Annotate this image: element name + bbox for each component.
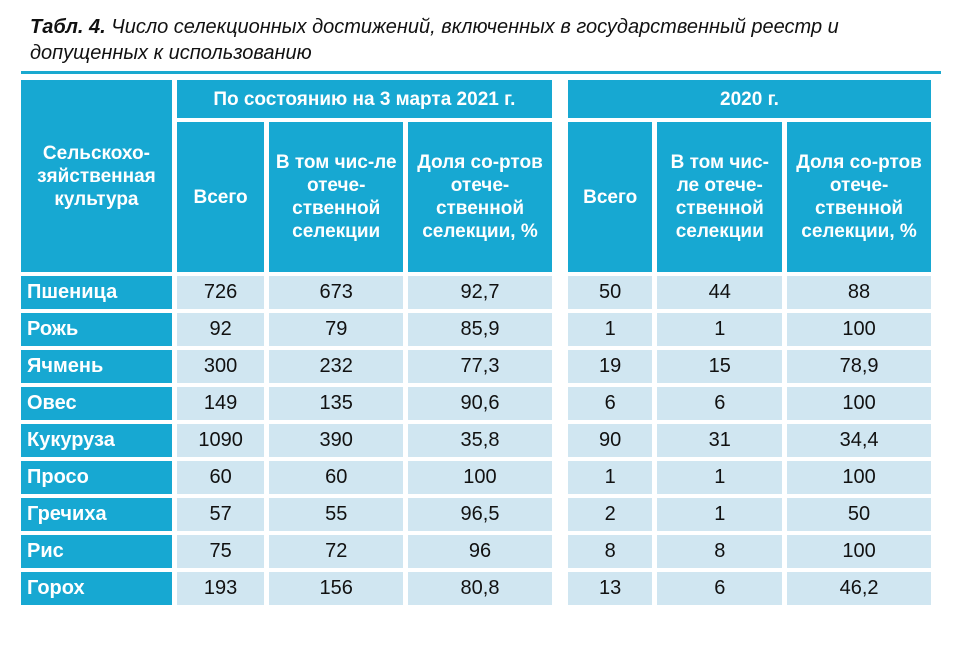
cell-domestic-2020: 1 bbox=[657, 313, 783, 346]
cell-total: 193 bbox=[176, 572, 265, 605]
cell-gap bbox=[556, 572, 563, 605]
header-share-2020: Доля со-ртов отече-ственной селекции, % bbox=[787, 122, 931, 272]
table-row: Горох 193 156 80,8 13 6 46,2 bbox=[21, 572, 931, 605]
cell-domestic: 390 bbox=[269, 424, 404, 457]
cell-share-2020: 88 bbox=[787, 276, 931, 309]
table-row: Рожь 92 79 85,9 1 1 100 bbox=[21, 313, 931, 346]
cell-total: 726 bbox=[176, 276, 265, 309]
header-share: Доля со-ртов отече-ственной селекции, % bbox=[408, 122, 552, 272]
cell-domestic: 135 bbox=[269, 387, 404, 420]
cell-domestic-2020: 15 bbox=[657, 350, 783, 383]
cell-gap bbox=[556, 276, 563, 309]
cell-share: 96 bbox=[408, 535, 552, 568]
caption-label: Табл. 4. bbox=[30, 16, 106, 38]
crop-name: Пшеница bbox=[21, 276, 172, 309]
cell-domestic-2020: 44 bbox=[657, 276, 783, 309]
cell-gap bbox=[556, 387, 563, 420]
cell-domestic-2020: 31 bbox=[657, 424, 783, 457]
caption-text: Число селекционных достижений, включенны… bbox=[30, 16, 839, 64]
cell-domestic: 232 bbox=[269, 350, 404, 383]
cell-share-2020: 78,9 bbox=[787, 350, 931, 383]
table-row: Овес 149 135 90,6 6 6 100 bbox=[21, 387, 931, 420]
cell-gap bbox=[556, 313, 563, 346]
header-total: Всего bbox=[176, 122, 265, 272]
header-domestic-2020: В том чис-ле отече-ственной селекции bbox=[657, 122, 783, 272]
cell-total: 92 bbox=[176, 313, 265, 346]
cell-total-2020: 2 bbox=[567, 498, 653, 531]
cell-domestic: 72 bbox=[269, 535, 404, 568]
header-domestic: В том чис-ле отече-ственной селекции bbox=[269, 122, 404, 272]
cell-share: 77,3 bbox=[408, 350, 552, 383]
data-table: Сельскохо-зяйственная культура По состоя… bbox=[16, 76, 936, 609]
cell-share: 80,8 bbox=[408, 572, 552, 605]
cell-total: 57 bbox=[176, 498, 265, 531]
cell-total-2020: 1 bbox=[567, 461, 653, 494]
crop-name: Рожь bbox=[21, 313, 172, 346]
cell-share: 35,8 bbox=[408, 424, 552, 457]
cell-domestic: 79 bbox=[269, 313, 404, 346]
table-row: Просо 60 60 100 1 1 100 bbox=[21, 461, 931, 494]
crop-name: Кукуруза bbox=[21, 424, 172, 457]
cell-total-2020: 90 bbox=[567, 424, 653, 457]
cell-domestic: 156 bbox=[269, 572, 404, 605]
table-row: Гречиха 57 55 96,5 2 1 50 bbox=[21, 498, 931, 531]
cell-total-2020: 19 bbox=[567, 350, 653, 383]
table-row: Пшеница 726 673 92,7 50 44 88 bbox=[21, 276, 931, 309]
caption-rule bbox=[21, 71, 941, 74]
cell-domestic-2020: 1 bbox=[657, 498, 783, 531]
crop-name: Рис bbox=[21, 535, 172, 568]
cell-gap bbox=[556, 424, 563, 457]
cell-total: 149 bbox=[176, 387, 265, 420]
table-row: Ячмень 300 232 77,3 19 15 78,9 bbox=[21, 350, 931, 383]
cell-share: 90,6 bbox=[408, 387, 552, 420]
cell-share: 85,9 bbox=[408, 313, 552, 346]
header-gap bbox=[556, 80, 563, 118]
crop-name: Просо bbox=[21, 461, 172, 494]
cell-domestic-2020: 6 bbox=[657, 387, 783, 420]
cell-domestic: 673 bbox=[269, 276, 404, 309]
cell-total: 75 bbox=[176, 535, 265, 568]
cell-gap bbox=[556, 461, 563, 494]
cell-gap bbox=[556, 498, 563, 531]
cell-share-2020: 100 bbox=[787, 461, 931, 494]
cell-share: 92,7 bbox=[408, 276, 552, 309]
table-row: Кукуруза 1090 390 35,8 90 31 34,4 bbox=[21, 424, 931, 457]
cell-gap bbox=[556, 350, 563, 383]
crop-name: Ячмень bbox=[21, 350, 172, 383]
table-row: Рис 75 72 96 8 8 100 bbox=[21, 535, 931, 568]
crop-name: Горох bbox=[21, 572, 172, 605]
cell-domestic-2020: 8 bbox=[657, 535, 783, 568]
cell-total: 60 bbox=[176, 461, 265, 494]
header-group-2021: По состоянию на 3 марта 2021 г. bbox=[176, 80, 552, 118]
cell-total: 1090 bbox=[176, 424, 265, 457]
cell-share-2020: 100 bbox=[787, 313, 931, 346]
cell-total-2020: 8 bbox=[567, 535, 653, 568]
cell-domestic-2020: 6 bbox=[657, 572, 783, 605]
header-total-2020: Всего bbox=[567, 122, 653, 272]
crop-name: Гречиха bbox=[21, 498, 172, 531]
table-caption: Табл. 4. Число селекционных достижений, … bbox=[30, 14, 950, 66]
crop-name: Овес bbox=[21, 387, 172, 420]
cell-share-2020: 46,2 bbox=[787, 572, 931, 605]
cell-share-2020: 100 bbox=[787, 535, 931, 568]
cell-share-2020: 50 bbox=[787, 498, 931, 531]
cell-total-2020: 13 bbox=[567, 572, 653, 605]
cell-gap bbox=[556, 535, 563, 568]
cell-total-2020: 6 bbox=[567, 387, 653, 420]
cell-share-2020: 34,4 bbox=[787, 424, 931, 457]
header-gap bbox=[556, 122, 563, 272]
cell-share-2020: 100 bbox=[787, 387, 931, 420]
cell-domestic: 55 bbox=[269, 498, 404, 531]
cell-domestic-2020: 1 bbox=[657, 461, 783, 494]
cell-share: 100 bbox=[408, 461, 552, 494]
cell-total-2020: 1 bbox=[567, 313, 653, 346]
header-group-2020: 2020 г. bbox=[567, 80, 931, 118]
cell-share: 96,5 bbox=[408, 498, 552, 531]
header-crop: Сельскохо-зяйственная культура bbox=[21, 80, 172, 272]
cell-total-2020: 50 bbox=[567, 276, 653, 309]
cell-domestic: 60 bbox=[269, 461, 404, 494]
cell-total: 300 bbox=[176, 350, 265, 383]
